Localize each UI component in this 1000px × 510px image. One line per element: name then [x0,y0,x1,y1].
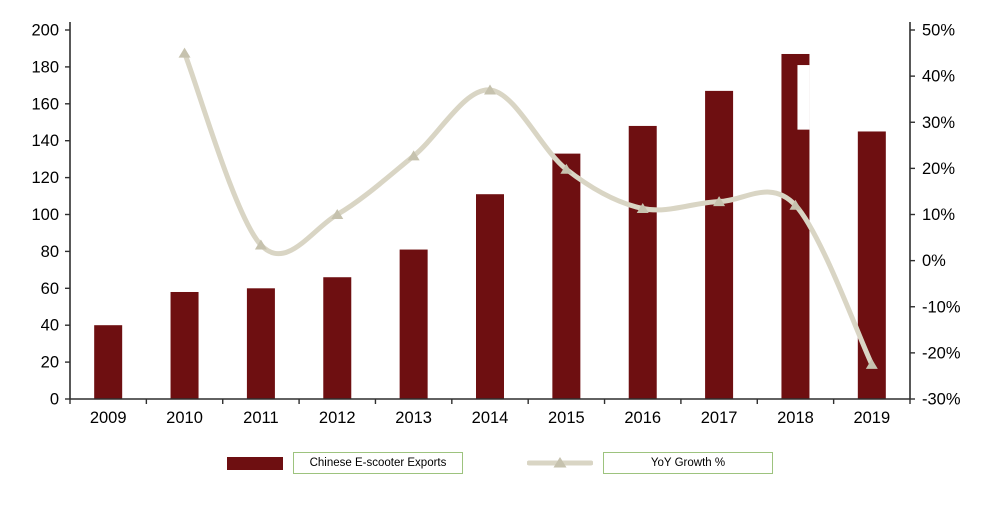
right-axis-label: -20% [922,344,961,362]
right-axis-label: -10% [922,298,961,316]
triangle-marker-icon [789,199,802,210]
bar-2015 [552,153,581,399]
bar-2009 [94,325,123,399]
x-axis-label: 2011 [243,409,278,427]
left-axis-label: 200 [31,22,59,40]
triangle-marker-icon [331,209,344,219]
bar-2011 [246,288,275,399]
x-axis-label: 2017 [701,409,738,427]
left-axis-label: 0 [50,391,59,409]
left-axis-label: 60 [41,280,59,298]
bar-2014 [476,194,504,399]
x-axis-label: 2014 [472,409,509,427]
right-axis-label: 50% [922,22,955,40]
legend-item-growth: YoY Growth % [527,452,773,474]
bar-2019 [857,131,886,399]
triangle-marker-icon [484,84,496,95]
bar-notch [797,65,810,130]
x-axis-label: 2015 [548,409,585,427]
legend-item-exports: Chinese E-scooter Exports [227,452,463,474]
bar-series-swatch [227,456,283,470]
bar-2016 [628,125,657,399]
x-axis-label: 2018 [777,409,814,427]
x-axis-label: 2013 [395,409,432,427]
triangle-marker-icon [560,163,573,174]
triangle-marker-icon [407,150,420,161]
right-axis-label: 30% [922,114,955,132]
triangle-marker-icon [865,358,878,369]
x-axis-label: 2012 [319,409,356,427]
triangle-marker-icon [636,203,649,214]
triangle-marker-icon [254,239,267,250]
x-axis-label: 2009 [90,409,127,427]
bar-2012 [323,277,352,399]
right-axis-label: -30% [922,391,961,409]
x-axis-label: 2016 [624,409,661,427]
right-axis-label: 0% [922,252,946,270]
line-series-swatch [527,457,593,468]
right-axis-label: 40% [922,68,955,86]
triangle-marker-icon [553,457,567,468]
legend: Chinese E-scooter Exports YoY Growth % [0,452,1000,474]
left-axis-label: 40 [41,317,59,335]
left-axis-label: 80 [41,243,59,261]
left-axis-label: 100 [31,206,59,224]
legend-label-growth: YoY Growth % [603,452,773,474]
triangle-marker-icon [178,47,191,58]
left-axis-label: 140 [31,132,59,150]
left-axis-label: 20 [41,354,59,372]
right-axis-label: 20% [922,160,955,178]
bar-2017 [705,90,734,399]
legend-label-exports: Chinese E-scooter Exports [293,452,463,474]
bar-2013 [399,249,428,399]
bar-2010 [170,291,199,399]
plot-area: 0 20 40 60 80 100 120 140 160 180 200 50% 40% 30% 20% 1… [31,22,961,428]
left-axis-label: 120 [31,169,59,187]
left-axis-label: 160 [31,95,59,113]
x-axis-label: 2019 [853,409,890,427]
left-axis-label: 180 [31,58,59,76]
right-axis-label: 10% [922,206,955,224]
growth-line [182,50,875,367]
triangle-marker-icon [713,196,726,207]
x-axis-label: 2010 [166,409,203,427]
